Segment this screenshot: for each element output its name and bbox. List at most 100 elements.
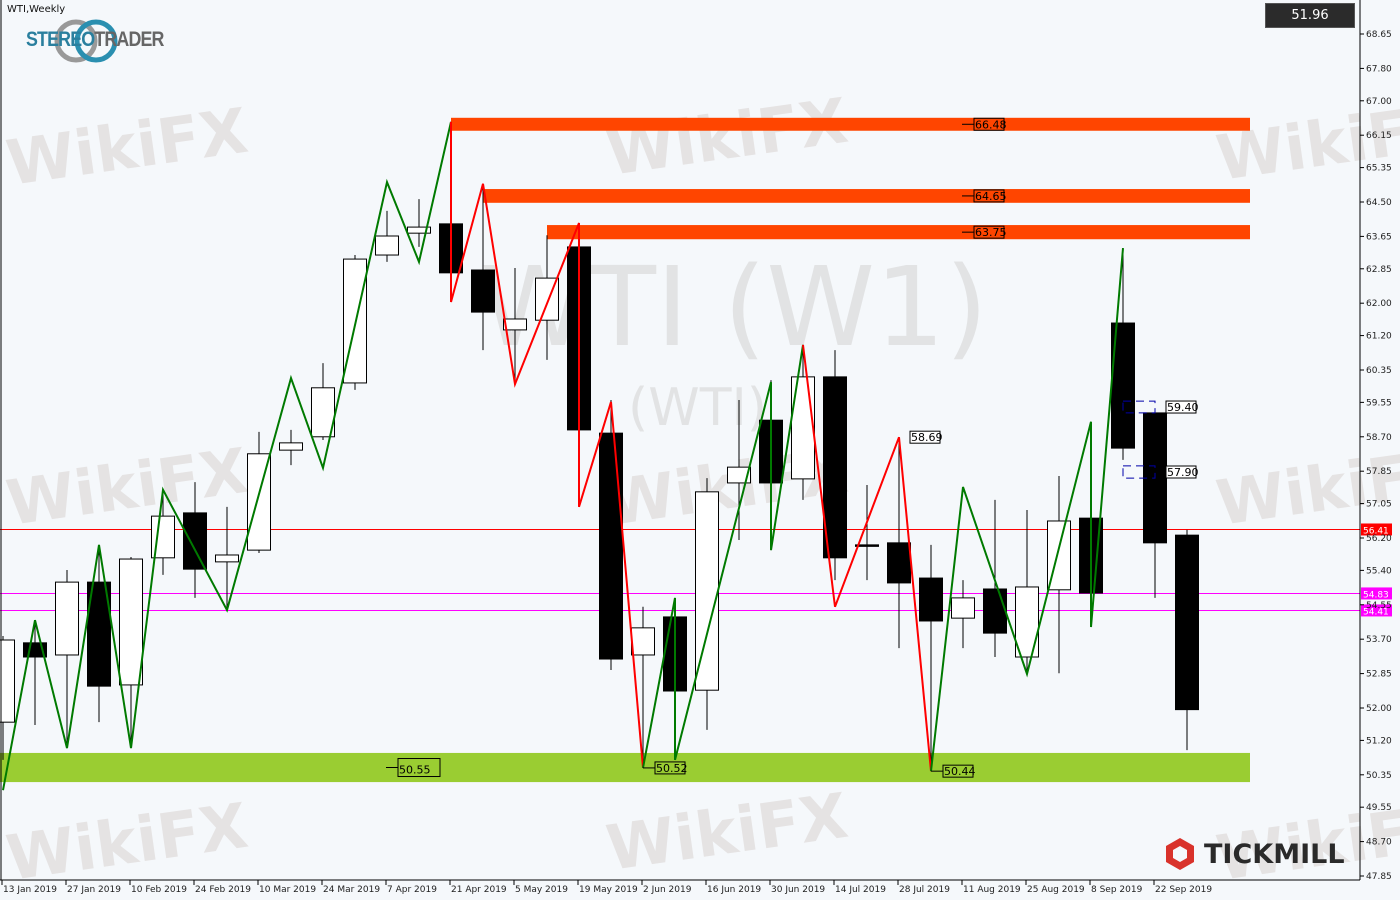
bull-candle [695, 491, 719, 691]
y-tick-label: 57.85 [1366, 467, 1392, 477]
pivot-label-box [909, 430, 941, 444]
wikifx-watermark: WikiFX [602, 779, 852, 885]
bear-candle [87, 581, 111, 687]
zigzag-down [802, 344, 932, 772]
support-zone [0, 752, 1250, 783]
y-tick-label: 62.00 [1366, 299, 1392, 309]
bear-candle [183, 512, 207, 570]
dashed-level-box [1122, 400, 1156, 414]
zone-label-box [973, 225, 1005, 239]
wikifx-watermark: WikiFX [2, 94, 252, 200]
x-tick-label: 7 Apr 2019 [387, 885, 437, 895]
bull-candle [791, 376, 815, 480]
x-tick-label: 11 Aug 2019 [963, 885, 1021, 895]
y-tick-label: 52.00 [1366, 704, 1392, 714]
zone-label-box [973, 117, 1005, 131]
x-tick-label: 10 Mar 2019 [259, 885, 316, 895]
y-tick-label: 64.50 [1366, 198, 1392, 208]
zigzag-up [642, 344, 804, 769]
bull-candle [951, 597, 975, 619]
zigzag [2, 121, 1124, 791]
level-labels: 66.48 64.65 63.75 50.55 50.52 50.44 58.69 59.40… [386, 117, 1199, 778]
x-tick-label: 14 Jul 2019 [835, 885, 886, 895]
bull-candle [1015, 586, 1039, 658]
box-label-frame [1165, 465, 1197, 479]
y-tick-label: 66.15 [1366, 131, 1392, 141]
bull-candle [407, 226, 431, 234]
bear-candle [887, 542, 911, 584]
y-tick-label: 56.20 [1366, 534, 1392, 544]
pivot-label-box [942, 764, 974, 778]
price-tag [1361, 604, 1392, 617]
bull-candle [55, 581, 79, 656]
chart-title: WTI,Weekly [7, 4, 66, 15]
y-tick-label: 63.65 [1366, 232, 1392, 242]
box-level-label: 57.90 [1167, 466, 1199, 479]
bull-candle [151, 515, 175, 559]
resistance-zone [483, 189, 1250, 203]
bull-candle [247, 453, 271, 551]
x-tick-label: 8 Sep 2019 [1091, 885, 1143, 895]
y-tick-label: 49.55 [1366, 803, 1392, 813]
y-tick-label: 68.65 [1366, 30, 1392, 40]
bear-candle [919, 577, 943, 622]
bear-candle [983, 588, 1007, 634]
pivot-low-label: 50.44 [944, 765, 976, 778]
y-tick-label: 55.40 [1366, 566, 1392, 576]
tickmill-hexagon-icon [1166, 838, 1194, 870]
y-tick-label: 51.20 [1366, 736, 1392, 746]
y-tick-label: 50.35 [1366, 771, 1392, 781]
x-tick-label: 24 Feb 2019 [195, 885, 251, 895]
y-tick-label: 60.35 [1366, 366, 1392, 376]
price-tag [1361, 587, 1392, 600]
x-tick-label: 5 May 2019 [515, 885, 568, 895]
y-tick-label: 62.85 [1366, 265, 1392, 275]
zigzag-up [2, 121, 452, 791]
zigzag-down [450, 121, 644, 769]
pivot-high-label: 58.69 [911, 431, 943, 444]
x-tick-label: 30 Jun 2019 [771, 885, 825, 895]
bear-candle [599, 432, 623, 660]
bull-candle [279, 442, 303, 451]
x-tick-label: 2 Jun 2019 [643, 885, 692, 895]
current-price-box: 51.96 [1265, 3, 1355, 28]
support-label-box [397, 758, 441, 778]
price-tag-label: 56.41 [1363, 526, 1389, 536]
y-tick-label: 58.70 [1366, 433, 1392, 443]
tickmill-logo: TICKMILL [1162, 834, 1345, 874]
stereotrader-logo: STEREOTRADER [26, 18, 164, 64]
resistance-zone-label: 66.48 [975, 118, 1007, 131]
bull-candle [727, 466, 751, 484]
bear-candle [471, 269, 495, 313]
box-level-label: 59.40 [1167, 401, 1199, 414]
x-tick-label: 13 Jan 2019 [3, 885, 57, 895]
y-tick-label: 47.85 [1366, 872, 1392, 882]
y-tick-label: 61.20 [1366, 332, 1392, 342]
bull-candle [503, 318, 527, 331]
zone-label-box [973, 189, 1005, 203]
y-tick-label: 52.85 [1366, 670, 1392, 680]
resistance-zone [547, 225, 1250, 240]
wikifx-watermark: WikiFX [602, 84, 852, 190]
box-label-frame [1165, 400, 1197, 414]
bear-candle [823, 376, 847, 559]
x-tick-label: 28 Jul 2019 [899, 885, 950, 895]
wikifx-watermark: WikiFX [2, 434, 252, 540]
bear-candle [855, 544, 879, 547]
y-tick-label: 67.00 [1366, 97, 1392, 107]
zigzag-up [930, 248, 1124, 772]
price-tag-label: 54.83 [1363, 590, 1389, 600]
bull-candle [0, 639, 15, 723]
price-tag [1361, 523, 1392, 536]
y-tick-label: 67.80 [1366, 64, 1392, 74]
stereotrader-logo-text: STEREOTRADER [26, 28, 164, 51]
x-tick-label: 25 Aug 2019 [1027, 885, 1085, 895]
pivot-label-box [654, 761, 686, 775]
y-tick-label: 53.70 [1366, 635, 1392, 645]
x-tick-label: 10 Feb 2019 [131, 885, 187, 895]
zones [0, 117, 1250, 783]
resistance-zone [451, 117, 1250, 131]
